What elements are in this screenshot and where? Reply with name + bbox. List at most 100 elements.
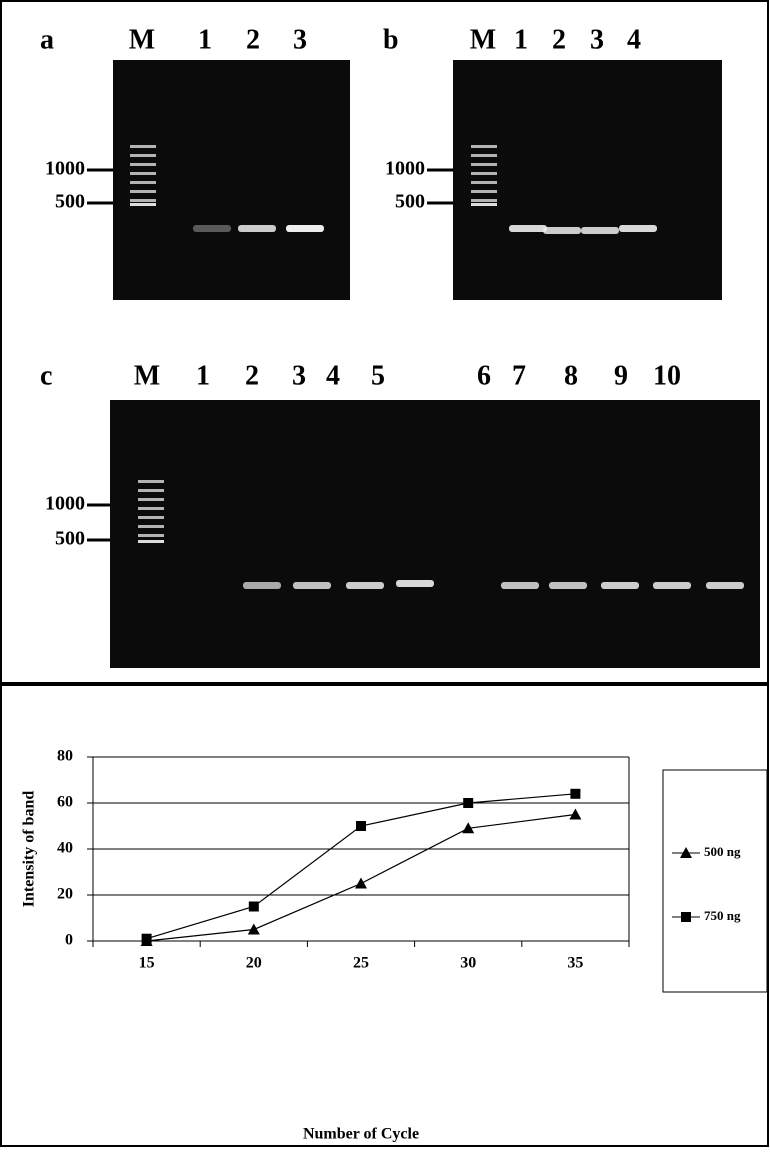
ladder-band: [138, 516, 164, 519]
marker-label: 500: [55, 191, 85, 213]
ladder-band: [471, 199, 497, 202]
lane-label: 2: [552, 24, 566, 55]
square-marker: [570, 788, 581, 799]
ladder-band: [471, 163, 497, 166]
dna-band: [581, 227, 619, 234]
lane-label: 3: [292, 360, 306, 391]
square-marker: [356, 821, 366, 831]
lane-label: 1: [198, 24, 212, 55]
panel-label: b: [383, 24, 399, 55]
ladder-band: [138, 480, 164, 483]
gel-image: [453, 60, 722, 300]
x-tick-label: 25: [353, 955, 369, 972]
x-tick-label: 35: [567, 955, 583, 972]
y-tick-label: 20: [57, 886, 73, 903]
y-tick-label: 80: [57, 748, 73, 765]
ladder-band: [130, 163, 156, 166]
dna-band: [346, 582, 384, 589]
ladder-band: [471, 190, 497, 193]
lane-label: 2: [246, 24, 260, 55]
chart-frame: [0, 684, 769, 1147]
lane-label: 1: [196, 360, 210, 391]
marker-label: 500: [395, 191, 425, 213]
lane-label: 4: [326, 360, 340, 391]
lane-label: 4: [627, 24, 641, 55]
lane-label: 7: [512, 360, 526, 391]
ladder-band: [471, 154, 497, 157]
triangle-marker: [247, 923, 260, 935]
dna-band: [543, 227, 581, 234]
panel-label: c: [40, 360, 52, 391]
x-tick-label: 30: [460, 955, 476, 972]
gel-frame: [0, 0, 769, 684]
gel-image: [110, 400, 760, 668]
lane-label: 6: [477, 360, 491, 391]
lane-label: 2: [245, 360, 259, 391]
dna-band: [293, 582, 331, 589]
legend-box: [662, 769, 768, 993]
marker-label: 1000: [45, 158, 85, 180]
lane-label: 9: [614, 360, 628, 391]
ladder-band: [130, 145, 156, 148]
panel-label: a: [40, 24, 54, 55]
legend-label: 500 ng: [704, 844, 741, 859]
square-marker: [463, 798, 474, 808]
dna-band: [396, 580, 434, 587]
lane-label: 3: [293, 24, 307, 55]
ladder-band: [130, 172, 156, 175]
dna-band: [193, 225, 231, 232]
square-marker: [141, 933, 152, 944]
dna-band: [501, 582, 539, 589]
ladder-band: [138, 489, 164, 492]
ladder-band: [138, 540, 164, 543]
lane-label: 1: [514, 24, 528, 55]
dna-band: [549, 582, 587, 589]
lane-label: M: [134, 360, 160, 391]
lane-label: 3: [590, 24, 604, 55]
ladder-band: [138, 498, 164, 501]
dna-band: [509, 225, 547, 232]
ladder-band: [130, 203, 156, 206]
triangle-marker: [569, 808, 582, 820]
dna-band: [243, 582, 281, 589]
marker-label: 1000: [385, 158, 425, 180]
dna-band: [238, 225, 276, 232]
dna-band: [619, 225, 657, 232]
ladder-band: [138, 525, 164, 528]
lane-label: M: [470, 24, 496, 55]
lane-label: 10: [653, 360, 681, 391]
ladder-band: [471, 203, 497, 206]
ladder-band: [130, 199, 156, 202]
triangle-marker: [680, 847, 692, 858]
ladder-band: [471, 145, 497, 148]
ladder-band: [471, 181, 497, 184]
ladder-band: [138, 534, 164, 537]
triangle-marker: [355, 877, 367, 889]
triangle-marker: [462, 822, 475, 834]
lane-label: 8: [564, 360, 578, 391]
y-tick-label: 60: [57, 794, 73, 811]
y-tick-label: 0: [65, 932, 73, 949]
x-tick-label: 15: [139, 955, 155, 972]
gel-image: [113, 60, 350, 300]
ladder-band: [130, 154, 156, 157]
y-tick-label: 40: [57, 840, 73, 857]
square-marker: [681, 912, 691, 922]
y-axis-label: Intensity of band: [21, 791, 38, 908]
dna-band: [601, 582, 639, 589]
x-tick-label: 20: [246, 955, 262, 972]
square-marker: [248, 901, 259, 912]
ladder-band: [471, 172, 497, 175]
ladder-band: [138, 507, 164, 510]
legend-label: 750 ng: [704, 908, 741, 923]
lane-label: 5: [371, 360, 385, 391]
series-line: [146, 793, 576, 940]
dna-band: [286, 225, 324, 232]
lane-label: M: [129, 24, 155, 55]
ladder-band: [130, 190, 156, 193]
ladder-band: [130, 181, 156, 184]
dna-band: [653, 582, 691, 589]
x-axis-label: Number of Cycle: [303, 1126, 419, 1143]
dna-band: [706, 582, 744, 589]
